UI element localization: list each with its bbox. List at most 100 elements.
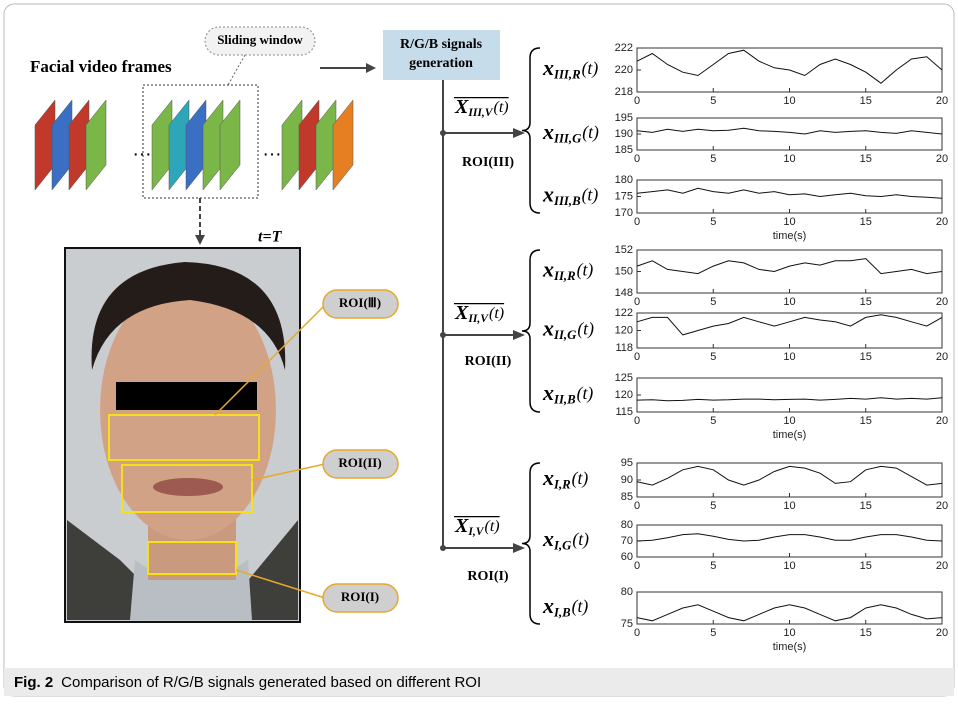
math-label: xI,R(t) bbox=[542, 465, 588, 491]
signal-line bbox=[636, 397, 943, 402]
math-sub: III,B bbox=[553, 194, 581, 208]
y-tick-label: 80 bbox=[621, 586, 633, 598]
signal-line bbox=[636, 258, 943, 275]
x-tick-label: 10 bbox=[783, 500, 795, 512]
x-tick-label: 0 bbox=[634, 560, 640, 572]
x-tick-label: 20 bbox=[936, 95, 948, 107]
x-tick-label: 15 bbox=[860, 560, 872, 572]
ellipsis: … bbox=[132, 138, 152, 160]
math-label: xIII,R(t) bbox=[542, 55, 598, 81]
connector bbox=[251, 463, 326, 481]
math-sub: II,R bbox=[553, 269, 576, 283]
plot-area bbox=[636, 591, 943, 625]
math-base: x bbox=[542, 380, 554, 405]
roi-pill bbox=[322, 289, 399, 319]
math-base: x bbox=[542, 182, 554, 207]
y-tick-label: 190 bbox=[615, 128, 633, 140]
math-arg: (t) bbox=[577, 260, 594, 280]
roi-box bbox=[108, 414, 260, 461]
math-base: X bbox=[454, 96, 469, 118]
math-base: x bbox=[542, 316, 554, 341]
x-tick-label: 10 bbox=[783, 415, 795, 427]
math-base: x bbox=[542, 526, 554, 551]
y-tick-label: 175 bbox=[615, 190, 633, 202]
x-tick-label: 15 bbox=[860, 95, 872, 107]
x-tick-label: 5 bbox=[710, 95, 716, 107]
math-base: X bbox=[454, 302, 469, 324]
y-tick-label: 80 bbox=[621, 519, 633, 531]
math-arg: (t) bbox=[582, 185, 599, 205]
y-tick-label: 75 bbox=[621, 618, 633, 630]
x-tick-label: 10 bbox=[783, 296, 795, 308]
math-label: xIII,B(t) bbox=[542, 182, 598, 208]
brace bbox=[521, 249, 541, 413]
roi-pill-text: ROI(Ⅲ) bbox=[339, 295, 381, 310]
roi-box bbox=[121, 464, 253, 513]
math-arg: (t) bbox=[572, 596, 589, 616]
caption-bar bbox=[4, 668, 954, 696]
x-tick-label: 0 bbox=[634, 216, 640, 228]
x-tick-label: 5 bbox=[710, 351, 716, 363]
gen-text: R/G/B signals bbox=[400, 37, 483, 52]
connector bbox=[227, 54, 246, 86]
x-tick-label: 0 bbox=[634, 296, 640, 308]
y-tick-label: 115 bbox=[615, 406, 633, 418]
ellipsis: … bbox=[262, 138, 282, 160]
arrow-head bbox=[513, 330, 525, 340]
math-sub: I,R bbox=[553, 477, 571, 491]
x-tick-label: 10 bbox=[783, 560, 795, 572]
x-tick-label: 0 bbox=[634, 351, 640, 363]
y-tick-label: 218 bbox=[615, 86, 633, 98]
x-tick-label: 0 bbox=[634, 95, 640, 107]
y-tick-label: 222 bbox=[615, 42, 633, 54]
x-tick-label: 20 bbox=[936, 560, 948, 572]
brace bbox=[521, 47, 541, 214]
signal-line bbox=[636, 314, 943, 336]
x-axis-label: time(s) bbox=[773, 641, 807, 653]
frames bbox=[34, 99, 354, 191]
x-axis-label: time(s) bbox=[773, 230, 807, 242]
signal-line bbox=[636, 49, 943, 84]
math-base: x bbox=[542, 593, 554, 618]
x-tick-label: 10 bbox=[783, 627, 795, 639]
y-tick-label: 170 bbox=[615, 207, 633, 219]
math-arg: (t) bbox=[582, 122, 599, 142]
signal-line bbox=[636, 465, 943, 486]
y-tick-label: 85 bbox=[621, 491, 633, 503]
frame-slide bbox=[332, 99, 354, 191]
plot-area bbox=[636, 377, 943, 413]
sliding-window: Sliding window bbox=[217, 32, 303, 47]
signal-line bbox=[636, 187, 943, 199]
math-sub: I,B bbox=[553, 605, 571, 619]
math-base: x bbox=[542, 465, 554, 490]
x-tick-label: 5 bbox=[710, 500, 716, 512]
plot-area bbox=[636, 249, 943, 294]
roi-pill bbox=[322, 583, 399, 613]
math-arg: (t) bbox=[485, 518, 500, 535]
gen-box bbox=[383, 30, 500, 80]
x-tick-label: 10 bbox=[783, 95, 795, 107]
math-arg: (t) bbox=[577, 383, 594, 403]
y-tick-label: 150 bbox=[615, 265, 633, 277]
arrow-head bbox=[366, 63, 376, 73]
math-arg: (t) bbox=[577, 319, 594, 339]
x-tick-label: 15 bbox=[860, 296, 872, 308]
mouth bbox=[153, 478, 223, 496]
roi-pill bbox=[322, 449, 399, 479]
x-axis-label: time(s) bbox=[773, 429, 807, 441]
y-tick-label: 120 bbox=[615, 324, 633, 336]
x-tick-label: 15 bbox=[860, 216, 872, 228]
x-tick-label: 0 bbox=[634, 153, 640, 165]
x-tick-label: 10 bbox=[783, 351, 795, 363]
x-tick-label: 5 bbox=[710, 216, 716, 228]
y-tick-label: 195 bbox=[615, 112, 633, 124]
signal-line bbox=[636, 533, 943, 542]
math-sub: II,G bbox=[553, 328, 577, 342]
math-sub: I,V bbox=[467, 525, 484, 538]
x-tick-label: 20 bbox=[936, 351, 948, 363]
y-tick-label: 118 bbox=[615, 342, 633, 354]
frames-label: Facial video frames bbox=[30, 57, 172, 76]
x-tick-label: 10 bbox=[783, 153, 795, 165]
caption-text: Comparison of R/G/B signals generated ba… bbox=[61, 674, 481, 691]
